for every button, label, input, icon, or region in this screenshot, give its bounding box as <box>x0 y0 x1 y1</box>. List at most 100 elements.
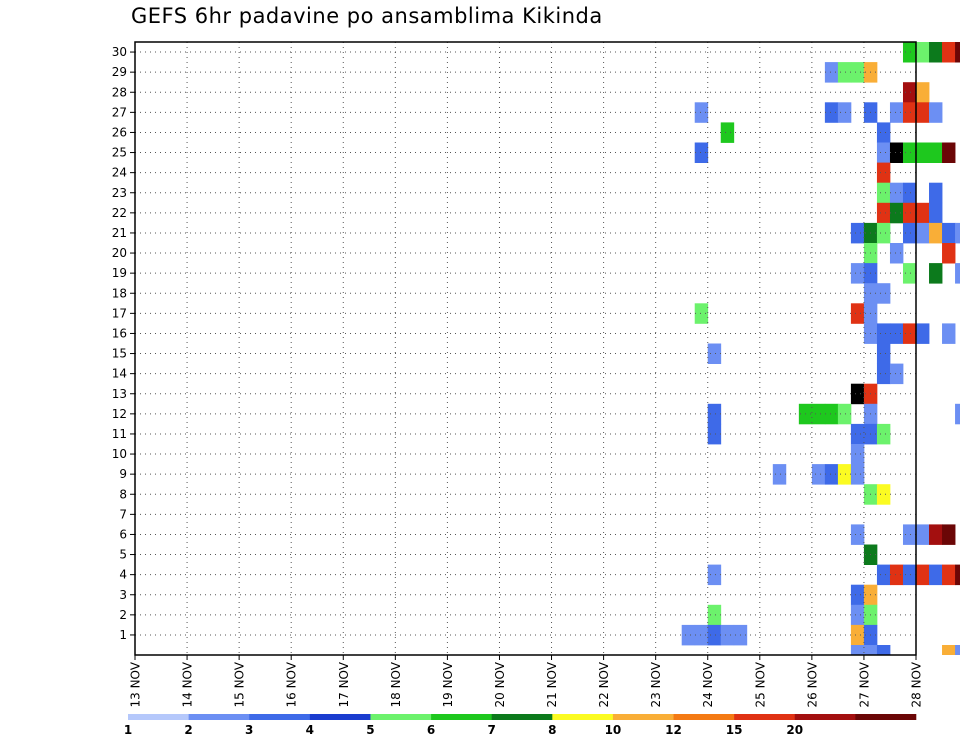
legend-label: 20 <box>786 723 803 737</box>
x-tick-label: 23 NOV <box>649 661 663 707</box>
heatmap-cell <box>955 42 960 63</box>
y-tick-label: 20 <box>112 246 127 260</box>
heatmap-cell <box>889 142 904 163</box>
x-tick-label: 26 NOV <box>805 661 819 707</box>
heatmap-cell <box>942 323 956 344</box>
legend-label: 3 <box>245 723 253 737</box>
y-tick-label: 3 <box>119 588 127 602</box>
heatmap-cell <box>876 564 891 586</box>
heatmap-cell <box>850 383 865 405</box>
heatmap-cell <box>955 645 960 655</box>
heatmap-cell <box>889 202 904 224</box>
y-axis: 1234567891011121314151617181920212223242… <box>112 45 135 642</box>
x-tick-label: 20 NOV <box>493 661 507 707</box>
plot-frame <box>134 41 917 656</box>
y-tick-label: 7 <box>119 507 127 521</box>
heatmap-cell <box>942 524 956 545</box>
heatmap-cell <box>902 564 917 586</box>
heatmap-cell <box>876 645 891 655</box>
heatmap-cell <box>955 403 960 425</box>
y-tick-label: 14 <box>112 367 127 381</box>
legend-swatch <box>491 714 553 720</box>
heatmap-cell <box>889 323 904 344</box>
legend-swatch <box>734 714 796 720</box>
color-legend: 1 2 3 4 5 6 7 8 10 12 15 20 <box>124 714 917 737</box>
x-tick-label: 25 NOV <box>753 661 767 707</box>
x-tick-label: 22 NOV <box>597 661 611 707</box>
heatmap-cell <box>916 323 930 344</box>
x-tick-label: 18 NOV <box>389 661 403 707</box>
y-tick-label: 4 <box>119 568 127 582</box>
heatmap-cell <box>837 102 852 123</box>
heatmap-cell <box>955 263 960 284</box>
x-tick-label: 27 NOV <box>857 661 871 707</box>
legend-swatch <box>612 714 674 720</box>
heatmap-cell <box>811 464 826 485</box>
y-tick-label: 2 <box>119 608 127 622</box>
legend-label: 2 <box>184 723 192 737</box>
heatmap-cell <box>850 303 865 324</box>
chart-title: GEFS 6hr padavine po ansamblima Kikinda <box>131 4 603 28</box>
heatmap-cell <box>955 222 960 244</box>
heatmap-cell <box>876 343 891 364</box>
y-tick-label: 12 <box>112 407 127 421</box>
heatmap-cell <box>876 363 891 385</box>
heatmap-cell <box>824 102 839 123</box>
heatmap-cell <box>929 202 943 224</box>
legend-swatch <box>309 714 371 720</box>
heatmap-cell <box>876 142 891 163</box>
heatmap-cell <box>850 222 865 244</box>
heatmap-cell <box>694 142 709 163</box>
heatmap-cell <box>694 303 709 324</box>
x-tick-label: 16 NOV <box>285 661 299 707</box>
heatmap-cell <box>916 102 930 123</box>
heatmap-cell <box>902 182 917 204</box>
legend-swatch <box>188 714 250 720</box>
heatmap-cell <box>916 142 930 163</box>
x-tick-label: 13 NOV <box>129 661 143 707</box>
y-tick-label: 22 <box>112 206 127 220</box>
heatmap-cell <box>707 403 722 425</box>
legend-swatch <box>855 714 917 720</box>
heatmap-cell <box>876 484 891 505</box>
legend-label: 7 <box>488 723 496 737</box>
y-tick-label: 10 <box>112 447 127 461</box>
heatmap-cell <box>850 444 865 465</box>
y-tick-label: 1 <box>119 628 127 642</box>
heatmap-cell <box>955 564 960 586</box>
heatmap-cell <box>942 243 956 264</box>
heatmap-cell <box>772 464 787 485</box>
legend-label: 10 <box>605 723 622 737</box>
heatmap-cell <box>929 142 943 163</box>
y-tick-label: 16 <box>112 326 127 340</box>
heatmap-cell <box>707 423 722 445</box>
x-tick-label: 28 NOV <box>910 661 924 707</box>
heatmap-cell <box>850 464 865 485</box>
y-tick-label: 27 <box>112 105 127 119</box>
y-tick-label: 8 <box>119 487 127 501</box>
legend-label: 1 <box>124 723 132 737</box>
heatmap-cell <box>876 182 891 204</box>
y-tick-label: 6 <box>119 527 127 541</box>
heatmap-cell <box>850 645 865 655</box>
heatmap-cell <box>929 564 943 586</box>
legend-swatch <box>794 714 856 720</box>
heatmap-cell <box>850 423 865 445</box>
heatmap-cell <box>850 524 865 545</box>
heatmap-cell <box>876 423 891 445</box>
heatmap-cell <box>942 645 956 655</box>
heatmap-cell <box>889 564 904 586</box>
heatmap-cell <box>707 604 722 626</box>
heatmap-cell <box>916 564 930 586</box>
heatmap-cell <box>811 403 826 425</box>
y-tick-label: 19 <box>112 266 127 280</box>
heatmap-cell <box>929 524 943 545</box>
heatmap-cell <box>876 162 891 184</box>
heatmap-cell <box>863 645 878 655</box>
heatmap-cell <box>929 182 943 204</box>
y-tick-label: 25 <box>112 146 127 160</box>
heatmap-cell <box>876 122 891 143</box>
y-tick-label: 5 <box>119 548 127 562</box>
heatmap-cell <box>876 202 891 224</box>
